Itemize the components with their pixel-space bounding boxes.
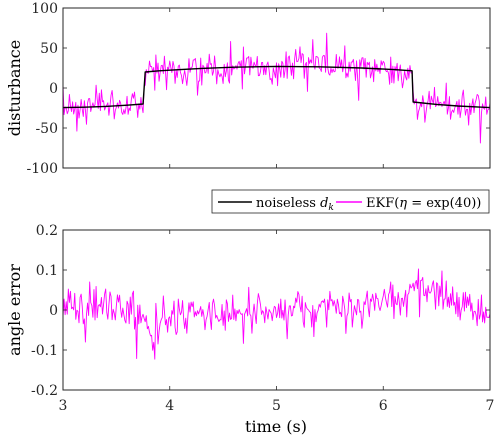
angle-error-x-tick-label: 7 [486,398,495,414]
disturbance-panel: -100 -50 0 50 100 disturbance [5,1,491,177]
legend-entry-ekf: EKF(η = exp(40)) [366,196,481,211]
angle-error-y-tick-label: 0.2 [36,223,58,239]
angle-error-panel: -0.2 -0.1 0 0.1 0.2 3 4 5 6 7 angle error time (s… [5,223,494,436]
disturbance-y-tick-label: -50 [35,121,58,137]
legend-noiseless-math: d [320,196,328,211]
angle-error-x-tick-label: 4 [165,398,174,414]
disturbance-series-noiseless [63,65,490,109]
angle-error-series-ekf [63,268,490,360]
disturbance-y-tick-label: 100 [31,1,58,17]
disturbance-y-tick-label: 0 [49,81,58,97]
legend-noiseless-label: noiseless [256,196,320,211]
legend: noiseless dk EKF(η = exp(40)) [211,189,490,214]
angle-error-y-tick-label: -0.1 [31,343,58,359]
disturbance-y-axis-label: disturbance [5,40,24,136]
disturbance-y-tick-label: 50 [40,41,58,57]
legend-ekf-label: EKF( [366,196,399,211]
disturbance-plot-area [63,8,490,168]
angle-error-y-axis-label: angle error [5,264,24,356]
disturbance-y-tick-label: -100 [27,161,58,177]
angle-error-x-tick-label: 6 [379,398,388,414]
legend-ekf-rest: = exp(40)) [407,196,481,211]
angle-error-y-tick-label: 0 [49,303,58,319]
time-x-axis-label: time (s) [245,417,307,436]
angle-error-y-tick-label: -0.2 [31,383,58,399]
disturbance-ticks: -100 -50 0 50 100 [27,1,491,177]
angle-error-y-tick-label: 0.1 [36,263,58,279]
angle-error-series-group [63,268,490,360]
disturbance-series-group [63,32,490,144]
angle-error-x-tick-label: 5 [272,398,281,414]
legend-entry-noiseless: noiseless dk [256,196,334,213]
angle-error-ticks: -0.2 -0.1 0 0.1 0.2 3 4 5 6 7 [31,223,494,414]
disturbance-series-ekf [63,32,490,144]
legend-noiseless-sub: k [328,203,333,213]
legend-ekf-math: η [399,196,407,211]
angle-error-x-tick-label: 3 [59,398,68,414]
